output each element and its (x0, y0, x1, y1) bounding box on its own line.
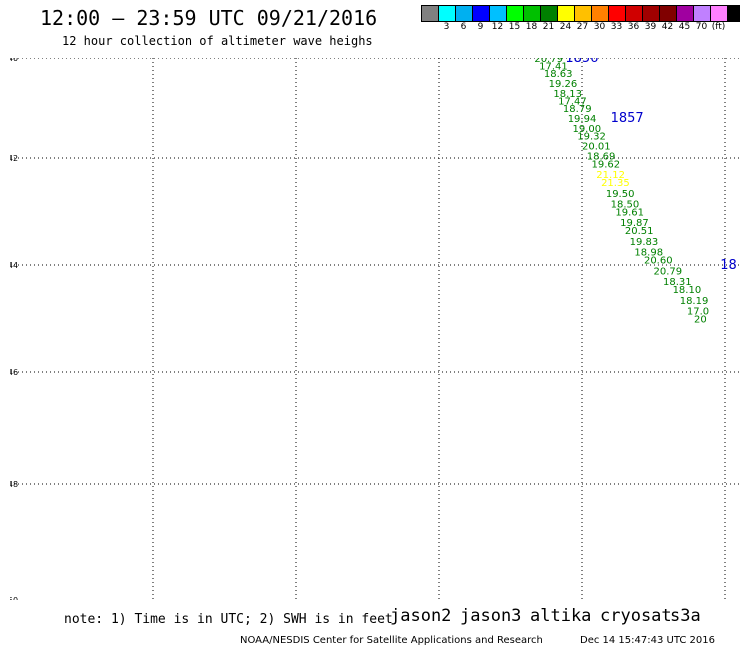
legend-s3a: s3a (670, 606, 701, 626)
legend-tick-label: 9 (477, 22, 484, 32)
map-title: 12:00 — 23:59 UTC 09/21/2016 (40, 6, 378, 30)
swh-value-label: 20.79 (654, 266, 683, 277)
legend-cryosat: cryosat (600, 606, 672, 626)
swh-value-label: 19.61 (615, 208, 644, 219)
swh-value-label: 20.01 (582, 142, 611, 153)
lat-tick-label: -46 (10, 368, 18, 377)
legend-tick-label: 39 (644, 22, 657, 32)
legend-tick-label: 3 (443, 22, 450, 32)
swh-value-label: 17.47 (558, 97, 587, 108)
swh-value-label: 19.94 (568, 114, 597, 125)
map-subtitle: 12 hour collection of altimeter wave hei… (62, 34, 373, 48)
legend-swatch (473, 6, 490, 21)
legend-swatch (592, 6, 609, 21)
swh-value-label: 18.69 (587, 152, 616, 163)
legend-tick-label: 33 (610, 22, 623, 32)
legend-altika: altika (530, 606, 592, 626)
swh-value-label: 20.51 (625, 226, 654, 237)
legend-swatch (439, 6, 456, 21)
legend-tick-label: 27 (576, 22, 589, 32)
swh-value-label: 19.32 (577, 132, 606, 143)
legend-swatch (694, 6, 711, 21)
lat-tick-label: -50 (10, 596, 18, 600)
units-note: note: 1) Time is in UTC; 2) SWH is in fe… (64, 612, 393, 627)
swh-value-label: 20.60 (644, 256, 673, 267)
legend-swatch (456, 6, 473, 21)
swh-value-label: 19.50 (606, 189, 635, 200)
map-svg: -40-42-44-46-48-50-135-132-129-126-123-1… (10, 58, 740, 600)
swh-value-label: 21.12 (596, 170, 625, 181)
legend-tick-label: 24 (559, 22, 572, 32)
lat-tick-label: -40 (10, 58, 18, 63)
swh-value-label: 18.19 (680, 296, 709, 307)
legend-swatch (711, 6, 728, 21)
legend-tick-spacer (421, 22, 438, 32)
swh-value-label: 19.87 (620, 218, 649, 229)
pass-time-label: 1857 (611, 111, 644, 126)
pass-time-label: 1856 (565, 58, 598, 66)
legend-tick-label: 42 (661, 22, 674, 32)
swh-value-label: 19.62 (592, 159, 621, 170)
legend-tick-label: 36 (627, 22, 640, 32)
swh-value-label: 18.10 (673, 285, 702, 296)
swh-value-label: 18.98 (634, 248, 663, 259)
legend-swatch (626, 6, 643, 21)
swh-value-label: 20.79 (534, 58, 563, 65)
legend-swatch (507, 6, 524, 21)
swh-value-label: 21.35 (601, 178, 630, 189)
lat-tick-label: -44 (10, 261, 18, 270)
legend-swatch (660, 6, 677, 21)
swh-value-label: 19.83 (630, 237, 659, 248)
swh-value-label: 18.50 (611, 199, 640, 210)
legend-tick-label: 21 (542, 22, 555, 32)
swh-value-label: 18.31 (663, 277, 692, 288)
lat-tick-label: -42 (10, 154, 18, 163)
legend-tick-label: 12 (491, 22, 504, 32)
legend-tick-label: 6 (460, 22, 467, 32)
swh-value-label: 18.13 (553, 89, 582, 100)
legend-swatch (643, 6, 660, 21)
legend-tick-labels: 3 6 9 12 15 18 21 24 27 30 33 36 39 42 45 70 (ft) (421, 22, 727, 32)
legend-swatch (558, 6, 575, 21)
legend-swatch (490, 6, 507, 21)
lat-tick-label: -48 (10, 480, 18, 489)
map-plot-area: -40-42-44-46-48-50-135-132-129-126-123-1… (10, 58, 740, 600)
legend-jason3: jason3 (460, 606, 522, 626)
legend-tick-label: 30 (593, 22, 606, 32)
swh-value-label: 18.63 (544, 69, 573, 80)
swh-value-label: 19.26 (549, 79, 578, 90)
legend-swatch (541, 6, 558, 21)
pass-time-label: 18 (720, 258, 737, 273)
legend-jason2: jason2 (390, 606, 452, 626)
wave-height-color-legend (421, 5, 740, 22)
legend-tick-label: 15 (508, 22, 521, 32)
legend-swatch (609, 6, 626, 21)
swh-value-label: 17.41 (539, 62, 568, 73)
swh-value-label: 18.79 (563, 104, 592, 115)
swh-value-label: 19.00 (572, 124, 601, 135)
swh-value-label: 20 (694, 315, 707, 326)
swh-value-label: 17.0 (687, 306, 709, 317)
legend-swatch (422, 6, 439, 21)
legend-tick-label: 45 (678, 22, 691, 32)
legend-swatch (575, 6, 592, 21)
legend-tick-label: 70 (695, 22, 708, 32)
legend-tick-label: (ft) (711, 22, 726, 32)
legend-tick-label: 18 (525, 22, 538, 32)
legend-swatch (728, 6, 740, 21)
footer-organization: NOAA/NESDIS Center for Satellite Applica… (240, 635, 543, 646)
footer-timestamp: Dec 14 15:47:43 UTC 2016 (580, 635, 715, 646)
legend-swatch (677, 6, 694, 21)
legend-swatch (524, 6, 541, 21)
